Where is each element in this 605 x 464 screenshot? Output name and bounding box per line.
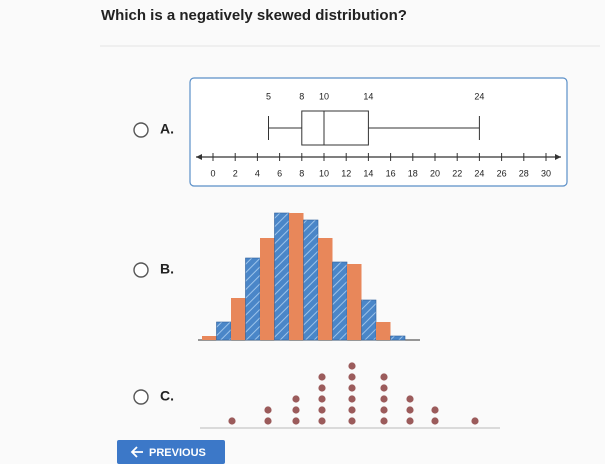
dot-column xyxy=(380,373,388,425)
histogram-bar xyxy=(303,219,319,341)
box-value-label: 5 xyxy=(266,91,271,101)
arrow-icon[interactable] xyxy=(130,446,143,458)
dot xyxy=(292,395,300,403)
option-label[interactable]: C. xyxy=(160,388,174,404)
tick-label: 24 xyxy=(474,168,484,178)
tick-label: 16 xyxy=(386,168,396,178)
option-label[interactable]: A. xyxy=(160,121,174,137)
dot xyxy=(471,417,479,425)
radio-button[interactable] xyxy=(133,122,149,138)
dot xyxy=(406,395,414,403)
dot-column xyxy=(406,395,414,425)
histogram-bar xyxy=(245,257,261,341)
tick-label: 30 xyxy=(541,168,551,178)
button-background[interactable] xyxy=(117,440,225,464)
dot-column xyxy=(471,417,479,425)
histogram-bar xyxy=(376,322,391,340)
tick-label: 28 xyxy=(519,168,529,178)
dot xyxy=(380,373,388,381)
dot xyxy=(406,417,414,425)
dot xyxy=(380,417,388,425)
dot xyxy=(318,406,326,414)
box-value-label: 10 xyxy=(319,91,329,101)
dot xyxy=(431,406,439,414)
dot xyxy=(380,395,388,403)
dot xyxy=(264,417,272,425)
box xyxy=(301,110,369,146)
dot xyxy=(348,406,356,414)
dot xyxy=(348,417,356,425)
histogram-bar xyxy=(231,298,246,340)
tick-label: 18 xyxy=(408,168,418,178)
dot xyxy=(348,362,356,370)
tick-label: 2 xyxy=(233,168,238,178)
box-value-label: 24 xyxy=(474,91,484,101)
option-label[interactable]: B. xyxy=(160,261,174,277)
dot xyxy=(318,384,326,392)
dot-column xyxy=(431,406,439,425)
tick-label: 26 xyxy=(497,168,507,178)
button-label[interactable]: PREVIOUS xyxy=(149,447,206,459)
dot xyxy=(380,384,388,392)
histogram-bar xyxy=(332,261,348,341)
dot-column xyxy=(264,406,272,425)
box-value-label: 14 xyxy=(363,91,373,101)
dot xyxy=(348,395,356,403)
tick-label: 20 xyxy=(430,168,440,178)
dot xyxy=(318,395,326,403)
box-plot-panel xyxy=(189,77,568,187)
histogram-bar xyxy=(318,238,333,340)
histogram-bar xyxy=(216,321,232,341)
histogram-bar xyxy=(390,335,406,341)
histogram-bar xyxy=(260,238,275,340)
dot-column xyxy=(318,373,326,425)
dot xyxy=(228,417,236,425)
dot xyxy=(264,406,272,414)
dot xyxy=(406,406,414,414)
previous-button[interactable]: PREVIOUS xyxy=(117,440,225,464)
dot xyxy=(380,406,388,414)
dot xyxy=(292,406,300,414)
dot-column xyxy=(292,395,300,425)
dot xyxy=(348,384,356,392)
histogram-bar xyxy=(361,299,377,341)
radio-button[interactable] xyxy=(133,262,149,278)
radio-button[interactable] xyxy=(133,389,149,405)
dot-column xyxy=(348,362,356,425)
dot xyxy=(318,373,326,381)
box-value-label: 8 xyxy=(299,91,304,101)
tick-label: 0 xyxy=(210,168,215,178)
tick-label: 4 xyxy=(255,168,260,178)
tick-label: 6 xyxy=(277,168,282,178)
histogram-bar xyxy=(289,213,304,340)
dot xyxy=(292,417,300,425)
tick-label: 10 xyxy=(319,168,329,178)
tick-label: 14 xyxy=(363,168,373,178)
dot xyxy=(348,373,356,381)
histogram-bar xyxy=(202,336,217,340)
histogram-bar xyxy=(347,264,362,340)
question: Which is a negatively skewed distributio… xyxy=(101,7,407,24)
histogram-bar xyxy=(274,212,290,341)
tick-label: 22 xyxy=(452,168,462,178)
dot xyxy=(318,417,326,425)
tick-label: 8 xyxy=(299,168,304,178)
dot-column xyxy=(228,417,236,425)
tick-label: 12 xyxy=(341,168,351,178)
dot xyxy=(431,417,439,425)
